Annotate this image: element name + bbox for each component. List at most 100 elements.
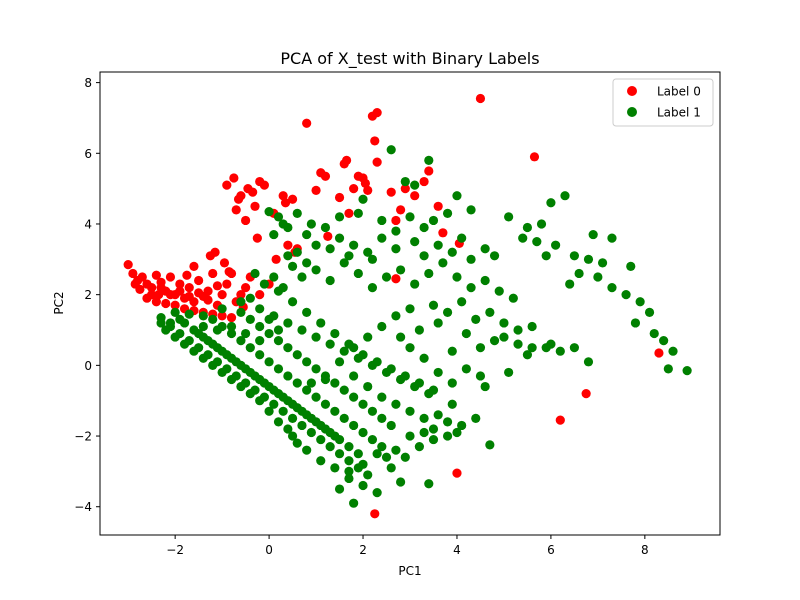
scatter-point-label-0 (184, 283, 194, 293)
scatter-point-label-0 (334, 192, 345, 203)
scatter-point-label-1 (367, 254, 378, 264)
scatter-point-label-1 (659, 336, 669, 346)
scatter-point-label-1 (588, 229, 598, 240)
scatter-points (123, 93, 692, 519)
scatter-point-label-1 (452, 191, 462, 201)
scatter-point-label-0 (424, 166, 434, 176)
scatter-point-label-0 (252, 233, 262, 243)
scatter-point-label-1 (292, 350, 302, 360)
scatter-point-label-1 (414, 442, 424, 452)
scatter-point-label-1 (414, 325, 424, 335)
scatter-point-label-1 (311, 240, 321, 250)
scatter-point-label-1 (344, 251, 354, 261)
scatter-point-label-1 (546, 198, 556, 208)
scatter-point-label-1 (269, 399, 279, 409)
scatter-point-label-1 (245, 389, 255, 399)
y-tick-label: 0 (84, 359, 92, 373)
scatter-point-label-1 (461, 364, 471, 374)
scatter-point-label-1 (250, 371, 260, 381)
scatter-point-label-1 (334, 233, 345, 243)
scatter-point-label-1 (644, 307, 655, 317)
scatter-point-label-1 (466, 254, 476, 264)
scatter-point-label-0 (280, 198, 291, 208)
scatter-point-label-1 (231, 357, 241, 367)
scatter-point-label-0 (370, 509, 380, 519)
scatter-point-label-1 (212, 325, 223, 335)
scatter-point-label-0 (363, 185, 373, 195)
scatter-point-label-0 (222, 279, 232, 289)
scatter-point-label-1 (278, 406, 288, 416)
scatter-point-label-1 (433, 367, 443, 378)
scatter-point-label-1 (433, 410, 443, 420)
scatter-point-label-1 (485, 307, 495, 317)
scatter-point-label-1 (325, 442, 335, 452)
x-tick-label: 6 (547, 543, 555, 557)
scatter-point-label-1 (499, 332, 509, 342)
scatter-point-label-1 (292, 438, 302, 448)
scatter-point-label-1 (489, 336, 500, 346)
scatter-point-label-1 (198, 353, 208, 363)
scatter-point-label-1 (297, 406, 307, 416)
scatter-point-label-1 (607, 233, 617, 243)
scatter-point-label-1 (414, 378, 424, 388)
scatter-point-label-1 (391, 226, 401, 236)
scatter-point-label-1 (198, 311, 208, 321)
scatter-point-label-1 (302, 307, 312, 317)
scatter-point-label-1 (630, 318, 641, 328)
scatter-point-label-1 (165, 318, 176, 328)
scatter-point-label-1 (405, 431, 415, 441)
scatter-point-label-1 (593, 272, 603, 282)
legend: Label 0 Label 1 (612, 78, 714, 127)
scatter-point-label-1 (208, 360, 218, 370)
scatter-point-label-0 (229, 173, 239, 183)
scatter-point-label-1 (504, 212, 514, 222)
scatter-point-label-1 (475, 371, 486, 381)
scatter-point-label-1 (635, 297, 645, 307)
scatter-point-label-1 (283, 251, 293, 261)
scatter-point-label-1 (278, 283, 288, 293)
scatter-point-label-1 (381, 272, 392, 282)
scatter-point-label-1 (325, 275, 335, 286)
scatter-point-label-1 (377, 413, 387, 423)
scatter-point-label-0 (222, 180, 232, 190)
scatter-point-label-1 (330, 378, 340, 388)
scatter-point-label-1 (264, 314, 274, 324)
scatter-point-label-1 (367, 406, 378, 416)
scatter-point-label-1 (334, 484, 345, 494)
scatter-point-label-1 (447, 346, 457, 356)
scatter-point-label-1 (442, 431, 453, 441)
scatter-point-label-0 (130, 279, 140, 289)
scatter-point-label-1 (457, 420, 467, 431)
scatter-point-label-0 (391, 274, 401, 284)
scatter-point-label-1 (273, 212, 284, 222)
scatter-point-label-1 (222, 350, 232, 360)
scatter-point-label-1 (428, 215, 439, 226)
scatter-point-label-1 (236, 381, 246, 392)
scatter-point-label-1 (400, 176, 410, 187)
scatter-point-label-1 (499, 318, 509, 328)
scatter-point-label-1 (302, 385, 312, 395)
scatter-point-label-1 (334, 449, 345, 459)
scatter-point-label-0 (137, 272, 147, 282)
scatter-point-label-1 (353, 268, 363, 279)
scatter-point-label-1 (410, 279, 420, 289)
scatter-point-label-1 (264, 357, 274, 367)
scatter-point-label-1 (358, 399, 368, 409)
scatter-point-label-1 (353, 208, 363, 218)
scatter-point-label-1 (410, 237, 420, 247)
scatter-point-label-1 (626, 261, 636, 271)
scatter-point-label-1 (339, 346, 349, 356)
scatter-point-label-0 (212, 281, 223, 291)
scatter-point-label-0 (184, 291, 194, 302)
scatter-point-label-1 (283, 222, 293, 233)
scatter-point-label-1 (428, 385, 439, 395)
scatter-point-label-1 (391, 445, 401, 455)
scatter-point-label-1 (273, 364, 284, 374)
scatter-point-label-1 (396, 265, 406, 275)
scatter-point-label-1 (447, 399, 457, 409)
legend-marker-label-0 (627, 86, 637, 96)
scatter-point-label-1 (471, 314, 481, 324)
scatter-point-label-1 (400, 452, 410, 462)
scatter-point-label-1 (405, 343, 415, 353)
